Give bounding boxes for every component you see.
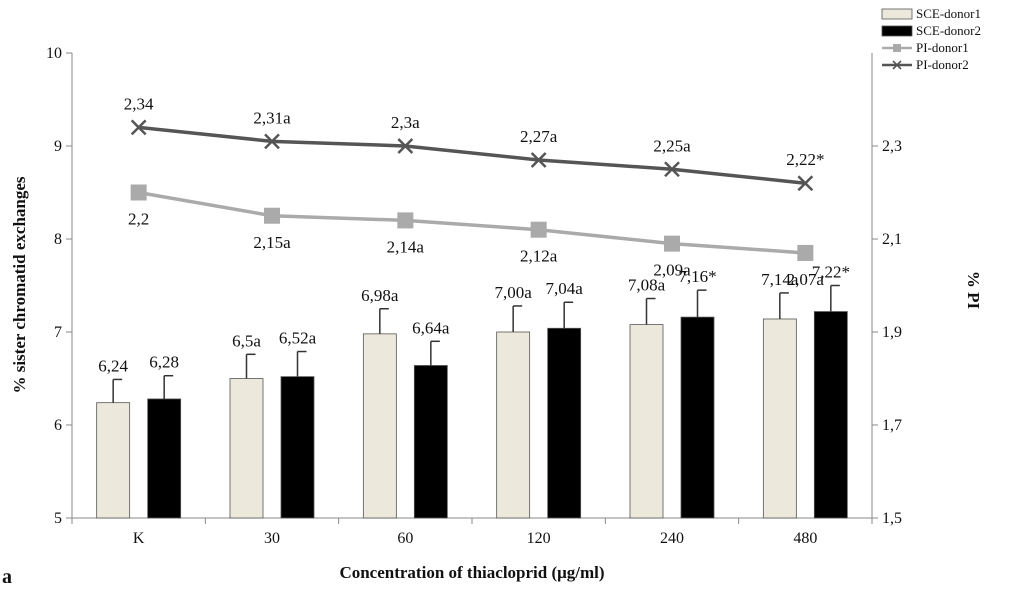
line-point-marker xyxy=(130,119,147,136)
x-tick-label: 60 xyxy=(397,530,413,547)
bar-data-label: 7,16* xyxy=(678,267,716,286)
line-data-label: 2,27a xyxy=(520,127,558,146)
legend-label: PI-donor2 xyxy=(916,57,969,72)
bar-data-label: 7,00a xyxy=(495,283,533,302)
line-data-label: 2,2 xyxy=(128,210,149,229)
y-axis-right-title: % PI xyxy=(964,271,983,310)
lines-group: 2,2 2,15a 2,14a 2,12a 2,09a 2,07a 2,34 2,31a 2,3… xyxy=(124,94,825,289)
legend-label: PI-donor1 xyxy=(916,40,969,55)
bar-sce-donor1 xyxy=(629,324,664,519)
axes-group: 5 6 7 8 9 10 1,5 1,7 1,9 2,1 2,3 K 30 60 120 240 480 xyxy=(46,45,902,547)
y-right-tick-label: 1,7 xyxy=(882,417,902,434)
line-data-label: 2,15a xyxy=(253,233,291,252)
y-left-tick-label: 6 xyxy=(54,417,62,434)
line-point-marker xyxy=(530,221,547,238)
bar-data-label: 6,5a xyxy=(232,331,261,350)
bar-sce-donor1 xyxy=(496,331,531,519)
marker-stroke xyxy=(397,138,414,154)
legend-label: SCE-donor1 xyxy=(916,6,981,21)
bar-sce-donor2 xyxy=(413,365,448,519)
marker-stroke xyxy=(664,161,680,178)
x-tick-label: 480 xyxy=(793,530,817,547)
marker-stroke xyxy=(264,133,280,150)
line-data-label: 2,3a xyxy=(391,113,420,132)
bar-sce-donor2 xyxy=(280,376,315,519)
bar-sce-donor1 xyxy=(762,318,797,519)
legend-swatch xyxy=(881,8,913,20)
line-point-marker xyxy=(264,207,280,224)
line-point-marker xyxy=(664,161,680,178)
bars-group: 6,24 6,5a 6,98a 7,00a 7,08a 7,14a 6,28 6,52a 6,6… xyxy=(96,263,850,519)
y-right-tick-label: 2,3 xyxy=(882,138,902,155)
legend-marker xyxy=(893,44,901,52)
marker-stroke xyxy=(130,119,147,136)
x-tick-label: 120 xyxy=(527,530,551,547)
bar-sce-donor2 xyxy=(813,311,848,519)
bar-data-label: 7,14a xyxy=(761,270,799,289)
line-point-marker xyxy=(130,184,147,201)
bar-sce-donor1 xyxy=(362,333,397,519)
line-data-label: 2,09a xyxy=(653,261,691,280)
line-point-marker xyxy=(797,175,814,192)
y-left-tick-label: 7 xyxy=(54,324,62,341)
corner-label: a xyxy=(2,566,12,588)
bar-sce-donor2 xyxy=(547,327,582,519)
bar-data-label: 6,52a xyxy=(279,329,317,348)
line-point-marker xyxy=(664,235,680,252)
y-left-tick-label: 9 xyxy=(54,138,62,155)
legend-marker xyxy=(892,60,902,70)
bar-data-label: 7,04a xyxy=(546,279,584,298)
y-left-tick-label: 5 xyxy=(54,510,62,527)
line-data-label: 2,34 xyxy=(124,94,154,113)
bar-data-label: 6,24 xyxy=(98,356,128,375)
y-left-tick-label: 8 xyxy=(54,231,62,248)
line-pi-donor2 xyxy=(138,125,806,185)
y-right-tick-label: 1,9 xyxy=(882,324,902,341)
y-left-tick-label: 10 xyxy=(46,45,62,62)
line-data-label: 2,25a xyxy=(653,136,691,155)
y-right-tick-label: 1,5 xyxy=(882,510,902,527)
x-axis-title: Concentration of thiacloprid (μg/ml) xyxy=(339,563,604,582)
legend: SCE-donor1 SCE-donor2 PI-donor1 PI-donor2 xyxy=(881,6,981,72)
bar-data-label: 6,28 xyxy=(149,353,179,372)
line-data-label: 2,07a xyxy=(787,270,825,289)
line-point-marker xyxy=(397,212,414,229)
line-point-marker xyxy=(264,133,280,150)
line-data-label: 2,12a xyxy=(520,247,558,266)
bar-sce-donor1 xyxy=(96,402,131,519)
line-data-label: 2,22* xyxy=(786,150,824,169)
marker-stroke xyxy=(530,152,547,168)
line-point-marker xyxy=(530,152,547,168)
y-axis-left-title: % sister chromatid exchanges xyxy=(10,176,29,393)
x-tick-label: K xyxy=(133,530,145,547)
line-data-label: 2,14a xyxy=(387,237,425,256)
bar-sce-donor2 xyxy=(680,316,715,519)
bar-data-label: 6,64a xyxy=(412,318,450,337)
bar-data-label: 6,98a xyxy=(361,286,399,305)
line-point-marker xyxy=(797,244,814,261)
bar-sce-donor1 xyxy=(229,378,264,519)
line-pi-donor1 xyxy=(138,190,806,255)
y-right-tick-label: 2,1 xyxy=(882,231,902,248)
bar-sce-donor2 xyxy=(147,398,182,519)
line-data-label: 2,31a xyxy=(253,108,291,127)
legend-swatch xyxy=(881,25,913,37)
bar-data-label: 7,22* xyxy=(812,263,850,282)
line-point-marker xyxy=(397,138,414,154)
marker-stroke xyxy=(797,175,814,192)
x-tick-label: 240 xyxy=(660,530,684,547)
x-tick-label: 30 xyxy=(264,530,280,547)
legend-label: SCE-donor2 xyxy=(916,23,981,38)
bar-data-label: 7,08a xyxy=(628,276,666,295)
